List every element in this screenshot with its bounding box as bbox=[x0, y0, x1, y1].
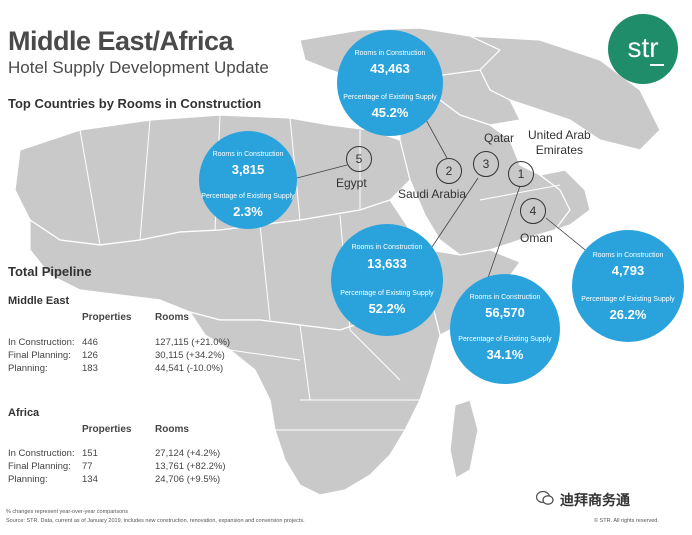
col-properties: Properties bbox=[82, 424, 132, 435]
footnote-copyright: © STR. All rights reserved. bbox=[594, 518, 659, 524]
bubble-rooms-label: Rooms in Construction bbox=[354, 50, 426, 57]
bubble-rooms-label: Rooms in Construction bbox=[212, 151, 284, 158]
label-egypt: Egypt bbox=[336, 176, 367, 190]
cell-properties: 183 bbox=[82, 363, 98, 374]
cell-rooms: 127,115 (+21.0%) bbox=[155, 337, 231, 348]
bubble-qatar: Rooms in Construction 13,633 Percentage … bbox=[331, 224, 443, 336]
bubble-rooms-label: Rooms in Construction bbox=[469, 294, 541, 301]
footnote-source: Source: STR. Data, current as of January… bbox=[6, 518, 305, 524]
region-middle-east: Middle East bbox=[8, 295, 70, 307]
label-qatar: Qatar bbox=[484, 131, 515, 145]
row-label: Planning: bbox=[8, 363, 48, 374]
label-oman: Oman bbox=[520, 231, 553, 245]
rank-marker-oman: 4 bbox=[520, 198, 546, 224]
watermark-text: 迪拜商务通 bbox=[560, 492, 630, 508]
bubble-rooms-value: 43,463 bbox=[370, 61, 410, 76]
bubble-pct-label: Percentage of Existing Supply bbox=[201, 193, 295, 200]
bubble-uae: Rooms in Construction 56,570 Percentage … bbox=[450, 274, 560, 384]
wechat-icon bbox=[536, 490, 554, 505]
cell-properties: 126 bbox=[82, 350, 98, 361]
bubble-egypt: Rooms in Construction 3,815 Percentage o… bbox=[199, 131, 297, 229]
label-saudi-arabia: Saudi Arabia bbox=[398, 187, 467, 201]
rank-marker-saudi-arabia: 2 bbox=[436, 158, 462, 184]
rank-marker-egypt: 5 bbox=[346, 146, 372, 172]
cell-rooms: 27,124 (+4.2%) bbox=[155, 448, 221, 459]
col-rooms: Rooms bbox=[155, 424, 189, 435]
madagascar-region bbox=[449, 399, 479, 479]
region-africa: Africa bbox=[8, 407, 40, 419]
central-africa-region bbox=[189, 294, 441, 496]
bubble-rooms-value: 4,793 bbox=[611, 263, 645, 278]
cell-properties: 151 bbox=[82, 448, 98, 459]
bubble-rooms-label: Rooms in Construction bbox=[592, 252, 664, 259]
footnote-yoy: % changes represent year-over-year compa… bbox=[6, 509, 128, 515]
logo-underline bbox=[650, 64, 664, 66]
label-uae-line1: United Arab bbox=[528, 128, 591, 142]
cell-properties: 77 bbox=[82, 461, 93, 472]
str-logo: str bbox=[608, 14, 678, 84]
col-properties: Properties bbox=[82, 312, 132, 323]
bubble-pct-value: 45.2% bbox=[371, 105, 409, 120]
row-label: Planning: bbox=[8, 474, 48, 485]
bubble-rooms-value: 13,633 bbox=[367, 256, 407, 271]
cell-rooms: 13,761 (+82.2%) bbox=[155, 461, 226, 472]
bubble-saudi-arabia: Rooms in Construction 43,463 Percentage … bbox=[337, 30, 443, 136]
bubble-rooms-value: 3,815 bbox=[231, 162, 265, 177]
bubble-pct-label: Percentage of Existing Supply bbox=[581, 296, 675, 303]
cell-rooms: 24,706 (+9.5%) bbox=[155, 474, 221, 485]
page-title: Middle East/Africa bbox=[8, 26, 234, 56]
bubble-pct-label: Percentage of Existing Supply bbox=[343, 94, 437, 101]
cell-rooms: 44,541 (-10.0%) bbox=[155, 363, 224, 374]
bubble-pct-label: Percentage of Existing Supply bbox=[340, 290, 434, 297]
col-rooms: Rooms bbox=[155, 312, 189, 323]
row-label: In Construction: bbox=[8, 448, 75, 459]
pipeline-title: Total Pipeline bbox=[8, 264, 92, 279]
row-label: Final Planning: bbox=[8, 461, 71, 472]
cell-properties: 134 bbox=[82, 474, 98, 485]
cell-rooms: 30,115 (+34.2%) bbox=[155, 350, 225, 361]
bubble-pct-label: Percentage of Existing Supply bbox=[458, 336, 552, 343]
oman-region bbox=[539, 169, 591, 231]
rank-marker-qatar: 3 bbox=[473, 151, 499, 177]
bubble-pct-value: 26.2% bbox=[609, 307, 647, 322]
label-uae: United Arab Emirates bbox=[528, 128, 591, 158]
rank-marker-uae: 1 bbox=[508, 161, 534, 187]
section-title: Top Countries by Rooms in Construction bbox=[8, 96, 262, 111]
row-label: In Construction: bbox=[8, 337, 75, 348]
bubble-pct-value: 34.1% bbox=[486, 347, 524, 362]
page-subtitle: Hotel Supply Development Update bbox=[8, 58, 269, 77]
cell-properties: 446 bbox=[82, 337, 98, 348]
bubble-pct-value: 52.2% bbox=[368, 301, 406, 316]
bubble-pct-value: 2.3% bbox=[233, 204, 263, 219]
bubble-rooms-value: 56,570 bbox=[485, 305, 525, 320]
bubble-rooms-label: Rooms in Construction bbox=[351, 244, 423, 251]
bubble-oman: Rooms in Construction 4,793 Percentage o… bbox=[572, 230, 684, 342]
row-label: Final Planning: bbox=[8, 350, 71, 361]
label-uae-line2: Emirates bbox=[535, 143, 584, 157]
logo-text: str bbox=[627, 32, 659, 63]
